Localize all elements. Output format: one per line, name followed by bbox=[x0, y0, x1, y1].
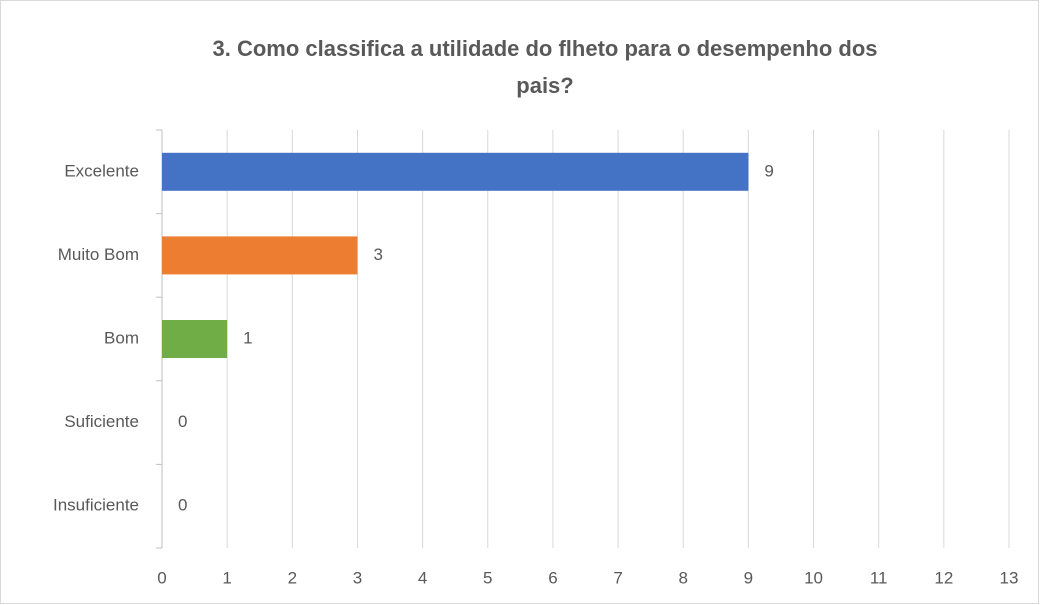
x-tick-label: 0 bbox=[157, 568, 166, 587]
bar bbox=[162, 236, 358, 275]
data-label: 3 bbox=[373, 245, 382, 264]
chart-title: 3. Como classifica a utilidade do flheto… bbox=[212, 36, 877, 61]
data-label: 0 bbox=[178, 412, 187, 431]
y-tick-label: Bom bbox=[104, 328, 139, 347]
x-tick-label: 10 bbox=[804, 568, 823, 587]
data-label: 1 bbox=[243, 328, 252, 347]
x-tick-label: 9 bbox=[744, 568, 753, 587]
x-tick-label: 4 bbox=[418, 568, 427, 587]
y-tick-label: Suficiente bbox=[64, 412, 139, 431]
x-tick-label: 2 bbox=[288, 568, 297, 587]
y-tick-label: Insuficiente bbox=[53, 496, 139, 515]
x-tick-label: 12 bbox=[934, 568, 953, 587]
data-label: 9 bbox=[764, 161, 773, 180]
x-tick-label: 3 bbox=[353, 568, 362, 587]
x-tick-label: 11 bbox=[870, 568, 888, 587]
x-tick-label: 5 bbox=[483, 568, 492, 587]
x-tick-label: 8 bbox=[678, 568, 687, 587]
data-label: 0 bbox=[178, 496, 187, 515]
y-tick-label: Muito Bom bbox=[58, 245, 139, 264]
bar bbox=[162, 320, 228, 358]
x-tick-label: 13 bbox=[1000, 568, 1019, 587]
x-tick-label: 1 bbox=[222, 568, 231, 587]
x-tick-label: 6 bbox=[548, 568, 557, 587]
bar bbox=[162, 152, 749, 191]
y-tick-label: Excelente bbox=[64, 161, 139, 180]
chart-title: pais? bbox=[516, 73, 573, 98]
x-tick-label: 7 bbox=[613, 568, 622, 587]
